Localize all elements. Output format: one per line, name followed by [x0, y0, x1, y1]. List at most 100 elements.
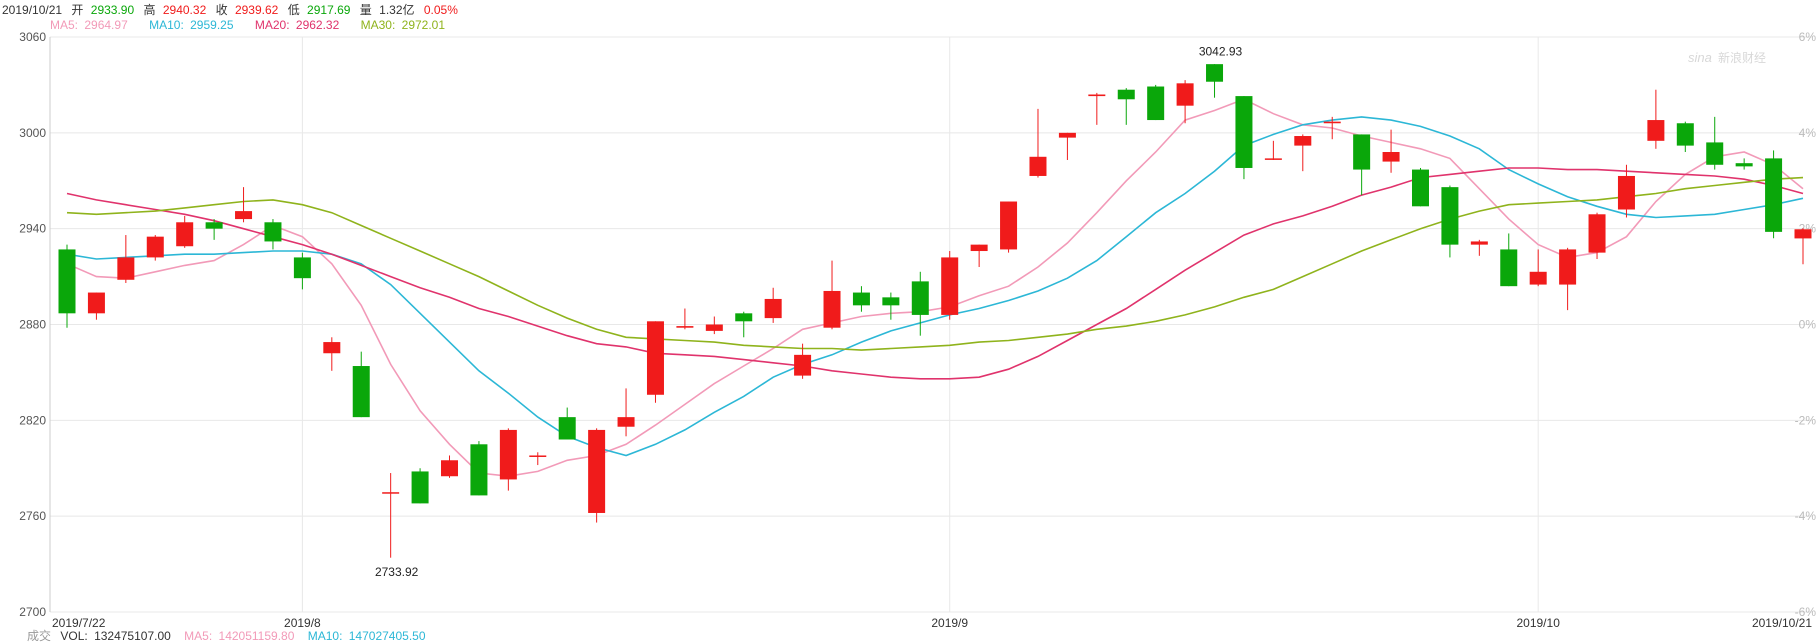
candle: [1000, 201, 1018, 253]
candle: [1411, 167, 1429, 207]
x-tick-label: 2019/9: [931, 616, 968, 630]
candle-body: [1676, 123, 1694, 146]
footer-volume-info: 成交 VOL: 132475107.00 MA5: 142051159.80 M…: [27, 628, 426, 643]
candle-body: [1470, 241, 1488, 245]
candle-body: [470, 444, 488, 496]
candle: [58, 244, 76, 328]
candle: [764, 287, 782, 323]
price-annotations: 2733.92 3042.93: [375, 44, 1243, 579]
vol-value: 132475107.00: [94, 629, 171, 643]
candle-body: [617, 417, 635, 427]
candle-body: [205, 222, 223, 229]
candle: [499, 428, 517, 491]
candle-body: [1000, 201, 1018, 250]
candle: [441, 455, 459, 478]
candle-body: [1588, 214, 1606, 253]
candle-body: [705, 324, 723, 331]
candle: [529, 452, 547, 466]
candle-body: [588, 429, 606, 513]
candle: [1264, 140, 1282, 160]
candle-body: [1117, 89, 1135, 100]
candle: [823, 260, 841, 330]
ma-line-ma10: [66, 116, 1804, 457]
candle: [87, 292, 105, 320]
candle: [146, 235, 164, 261]
y-tick-label: 3000: [19, 126, 46, 140]
candle: [411, 468, 429, 504]
candle-body: [1029, 156, 1047, 176]
close-label: 收: [216, 3, 228, 17]
ma10-legend-label: MA10:: [149, 18, 184, 32]
candle-body: [882, 297, 900, 306]
candle-body: [1353, 134, 1371, 170]
candle: [382, 473, 400, 558]
candle-body: [1765, 158, 1783, 232]
candle: [1529, 249, 1547, 287]
candle-body: [1617, 175, 1635, 210]
candle: [1794, 228, 1812, 265]
candle: [852, 286, 870, 312]
candle-body: [1176, 83, 1194, 106]
candle: [941, 251, 959, 320]
open-label: 开: [71, 3, 83, 17]
candle: [235, 187, 253, 223]
candle-body: [1206, 64, 1224, 82]
candle-body: [1559, 249, 1577, 285]
candle: [1294, 134, 1312, 172]
ma30-legend-value: 2972.01: [402, 18, 446, 32]
ma-line-ma5: [66, 98, 1804, 478]
candle-body: [1735, 163, 1753, 167]
candle: [117, 235, 135, 283]
ma-line-ma20: [66, 167, 1804, 380]
candle: [1147, 84, 1165, 121]
candle: [705, 316, 723, 335]
candle: [735, 311, 753, 338]
x-tick-label: 2019/10/21: [1752, 616, 1812, 630]
candle-body: [823, 290, 841, 328]
low-label: 低: [288, 3, 300, 17]
candle-body: [1088, 94, 1106, 97]
candle-body: [646, 321, 664, 395]
candle: [470, 441, 488, 496]
candle-body: [176, 222, 194, 247]
candle: [1058, 132, 1076, 160]
candle-body: [764, 298, 782, 319]
candle-body: [558, 417, 576, 440]
candle-body: [735, 313, 753, 322]
candle: [205, 219, 223, 240]
ma20-legend-label: MA20:: [255, 18, 290, 32]
low-value: 2917.69: [307, 3, 351, 17]
candle: [1382, 129, 1400, 173]
candle-body: [1411, 169, 1429, 207]
right-tick-label: 4%: [1799, 126, 1817, 140]
vol-ma5-value: 142051159.80: [219, 629, 295, 643]
open-value: 2933.90: [91, 3, 135, 17]
candle-body: [911, 281, 929, 315]
candle: [1029, 108, 1047, 178]
candle: [1706, 116, 1724, 170]
sina-logo-watermark: sina 新浪财经: [1688, 50, 1766, 65]
candle-body: [941, 257, 959, 315]
candle-body: [1529, 271, 1547, 285]
x-tick-label: 2019/10: [1516, 616, 1560, 630]
candle-body: [441, 460, 459, 477]
ma5-legend-label: MA5:: [50, 18, 78, 32]
candle-body: [1264, 158, 1282, 160]
candle-body: [852, 292, 870, 306]
price-annotation: 3042.93: [1199, 44, 1243, 58]
candle-body: [1323, 121, 1341, 124]
right-tick-label: -2%: [1795, 413, 1817, 427]
candle-body: [293, 257, 311, 279]
chart-grid: 3060 6%3000 4%2940 2%2880 0%2820 -2%2760 -4%27…: [19, 30, 1816, 630]
y-tick-label: 2760: [19, 509, 46, 523]
candle: [1559, 247, 1577, 311]
candle-body: [87, 292, 105, 314]
close-value: 2939.62: [235, 3, 279, 17]
candle: [588, 428, 606, 523]
candle: [1353, 134, 1371, 196]
candle: [1647, 89, 1665, 149]
candle-body: [146, 236, 164, 258]
candle: [1500, 233, 1518, 287]
candle-body: [411, 471, 429, 504]
